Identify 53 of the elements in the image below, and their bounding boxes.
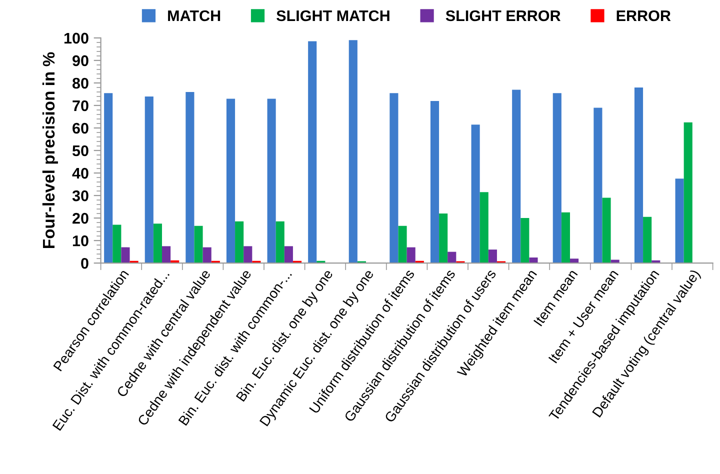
y-tick-label: 30: [72, 190, 88, 202]
bar: [284, 246, 293, 264]
y-tick-label: 80: [72, 78, 88, 89]
bar: [194, 226, 203, 264]
bar: [144, 96, 154, 264]
bar: [348, 40, 358, 264]
bar: [398, 226, 407, 264]
bar: [448, 252, 456, 264]
bar: [267, 98, 276, 264]
y-tick-label: 100: [64, 32, 88, 44]
legend-label: SLIGHT ERROR: [446, 10, 560, 22]
bar: [235, 221, 244, 264]
bar: [390, 93, 398, 264]
bar: [684, 122, 692, 264]
y-tick-label: 0: [81, 258, 88, 269]
bar: [520, 218, 530, 264]
bar: [121, 247, 130, 264]
y-tick-label: 50: [72, 145, 88, 156]
bar: [153, 224, 162, 264]
bar: [634, 87, 644, 264]
bar: [552, 93, 562, 264]
bar: [308, 41, 317, 264]
bar: [104, 93, 113, 264]
bar: [226, 98, 236, 264]
bar: [488, 250, 497, 264]
legend-label: ERROR: [616, 10, 671, 22]
bar: [512, 90, 521, 264]
bar: [561, 212, 570, 264]
bar: [675, 178, 684, 264]
bar: [594, 108, 602, 264]
bar: [276, 221, 284, 264]
bar: [112, 224, 122, 264]
bar: [529, 257, 538, 264]
y-tick-label: 90: [72, 55, 88, 66]
bar: [430, 100, 440, 264]
bar: [643, 216, 652, 264]
y-tick-label: 60: [72, 122, 88, 134]
bar: [202, 247, 212, 264]
y-tick-label: 70: [72, 100, 88, 112]
bar: [480, 192, 488, 264]
y-tick-label: 40: [72, 168, 88, 179]
legend-label: SLIGHT MATCH: [276, 10, 390, 22]
bar: [162, 246, 171, 264]
bar: [186, 92, 194, 264]
bar: [602, 198, 611, 264]
y-axis-title: Four-level precision in %: [42, 52, 58, 248]
bar: [244, 246, 252, 264]
bar: [471, 124, 480, 264]
bar: [439, 214, 448, 264]
y-tick-label: 20: [72, 212, 88, 224]
legend-label: MATCH: [168, 10, 220, 22]
bar: [406, 247, 416, 264]
y-tick-label: 10: [72, 235, 88, 246]
